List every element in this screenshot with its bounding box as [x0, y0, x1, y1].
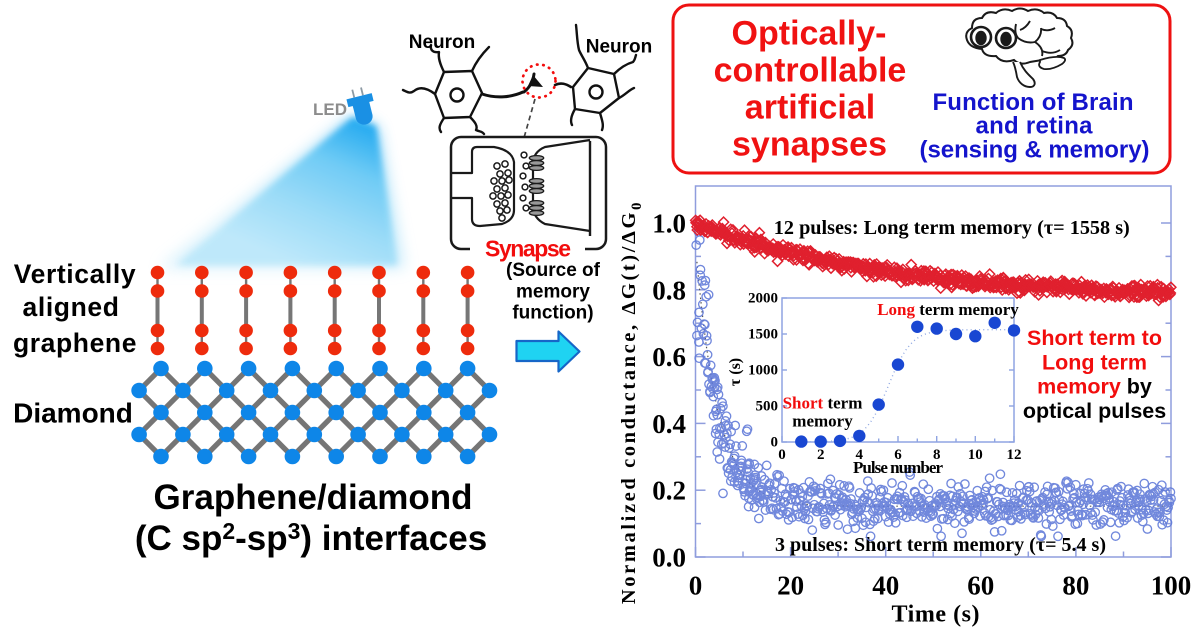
svg-text:function): function) — [512, 303, 593, 324]
svg-text:12: 12 — [1007, 447, 1022, 463]
svg-text:optical pulses: optical pulses — [1023, 399, 1166, 423]
svg-text:Time (s): Time (s) — [892, 602, 980, 628]
svg-text:and retina: and retina — [976, 113, 1094, 140]
svg-text:8: 8 — [933, 447, 941, 463]
svg-text:Pulse number: Pulse number — [853, 458, 943, 477]
svg-text:0.8: 0.8 — [652, 275, 686, 305]
svg-text:12 pulses: Long term memory (: 12 pulses: Long term memory (τ= 1558 s) — [774, 218, 1130, 239]
svg-text:3 pulses: Short term memory (: 3 pulses: Short term memory (τ= 5.4 s) — [775, 535, 1106, 556]
svg-text:4: 4 — [856, 447, 864, 463]
svg-text:graphene: graphene — [13, 328, 137, 358]
svg-text:Long term memory: Long term memory — [877, 300, 1019, 319]
svg-text:0.4: 0.4 — [652, 409, 686, 439]
svg-text:Vertically: Vertically — [14, 259, 136, 289]
svg-text:1500: 1500 — [748, 327, 778, 343]
svg-text:20: 20 — [777, 571, 804, 601]
svg-text:0: 0 — [771, 435, 779, 451]
svg-text:LED: LED — [313, 100, 347, 119]
svg-text:6: 6 — [894, 447, 902, 463]
svg-text:(sensing & memory): (sensing & memory) — [920, 137, 1150, 164]
svg-text:10: 10 — [968, 447, 983, 463]
svg-text:memory: memory — [792, 412, 853, 431]
svg-text:0.0: 0.0 — [652, 543, 686, 573]
svg-text:Long term: Long term — [1042, 350, 1147, 374]
svg-text:0: 0 — [689, 571, 703, 601]
svg-text:Graphene/diamond: Graphene/diamond — [154, 478, 473, 517]
svg-text:2: 2 — [817, 447, 825, 463]
svg-text:Diamond: Diamond — [13, 398, 133, 429]
svg-text:100: 100 — [1151, 571, 1192, 601]
svg-text:1000: 1000 — [748, 363, 778, 379]
svg-text:τ (s): τ (s) — [727, 358, 744, 386]
svg-text:(C sp2-sp3) interfaces: (C sp2-sp3) interfaces — [135, 518, 487, 558]
svg-text:Normalized conductance, ΔG(t)/: Normalized conductance, ΔG(t)/ΔG0 — [618, 200, 645, 604]
svg-text:controllable: controllable — [714, 52, 907, 90]
svg-text:Optically-: Optically- — [732, 15, 887, 53]
svg-text:0.6: 0.6 — [652, 342, 686, 372]
svg-text:40: 40 — [872, 571, 899, 601]
svg-text:memory by: memory by — [1037, 375, 1152, 399]
svg-text:Short term to: Short term to — [1027, 326, 1162, 350]
svg-text:artificial: artificial — [745, 89, 875, 127]
svg-text:2000: 2000 — [748, 291, 778, 307]
svg-text:(Source of: (Source of — [506, 260, 601, 281]
svg-text:memory: memory — [516, 282, 590, 303]
svg-text:0: 0 — [778, 447, 786, 463]
svg-text:Neuron: Neuron — [586, 37, 653, 58]
svg-text:1.0: 1.0 — [652, 209, 686, 239]
svg-text:60: 60 — [967, 571, 994, 601]
svg-text:500: 500 — [756, 399, 779, 415]
svg-text:Neuron: Neuron — [409, 32, 476, 53]
svg-text:0.2: 0.2 — [652, 476, 686, 506]
svg-text:synapses: synapses — [732, 126, 887, 164]
svg-text:Synapse: Synapse — [485, 236, 571, 262]
svg-text:aligned: aligned — [23, 292, 120, 322]
svg-text:Short term: Short term — [783, 394, 863, 413]
svg-text:Function of Brain: Function of Brain — [933, 89, 1134, 116]
svg-text:80: 80 — [1062, 571, 1089, 601]
